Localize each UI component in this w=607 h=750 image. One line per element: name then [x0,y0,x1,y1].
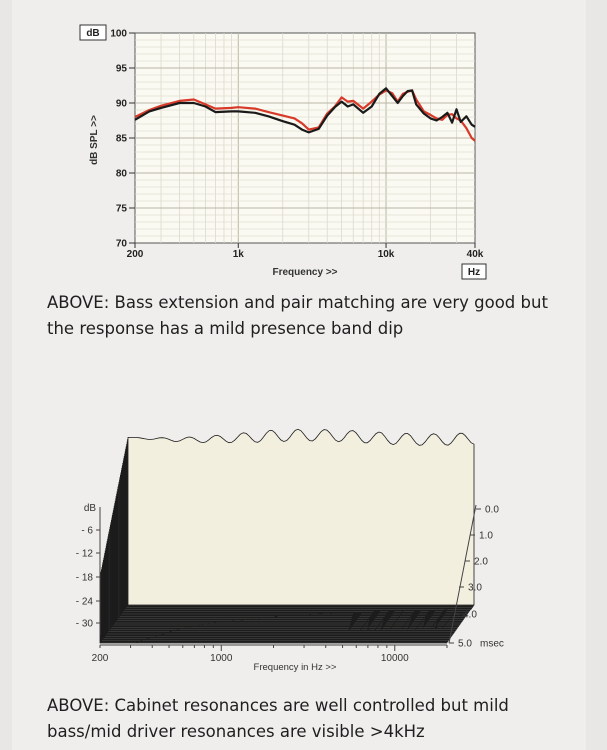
waterfall-time-tick-label: 1.0 [479,531,493,542]
Hz-unit-box [461,263,487,280]
axis-ticks: 70 75 80 85 90 95 100 200 1k 10k 40k [110,29,483,261]
waterfall-slice [100,573,448,643]
dB-unit-label: dB [86,28,99,39]
waterfall-x-tick-label: 200 [92,653,109,664]
waterfall-slice [127,428,475,606]
caption-waterfall: ABOVE: Cabinet resonances are well contr… [47,696,509,741]
waterfall-time-tick-label: 3.0 [468,583,482,594]
waterfall-time-unit-label: msec [480,639,504,650]
waterfall-time-tick-label: 0.0 [485,505,499,516]
caption-frequency-response: ABOVE: Bass extension and pair matching … [47,293,548,338]
y-tick-label: 70 [116,239,128,250]
y-tick-label: 80 [116,169,128,180]
response-lines [134,87,476,142]
y-axis-label: dB SPL >> [89,115,100,165]
y-tick-label: 100 [110,29,127,40]
Hz-unit-label: Hz [468,267,480,278]
waterfall-time-tick-label: 2.0 [474,557,488,568]
waterfall-axes: - 6 - 12 - 18 - 24 - 30 200 1000 10000 0.0 1.0 2.0… [76,505,504,665]
y-tick-label: 95 [116,64,128,75]
x-tick-label: 1k [233,249,245,260]
waterfall-slices [99,428,475,644]
waterfall-slice [99,576,447,644]
y-tick-label: 90 [116,99,128,110]
waterfall-time-axis-line [448,504,477,644]
x-axis-label: Frequency >> [272,267,337,278]
waterfall-y-axis-title: dB [84,503,97,514]
waterfall-y-tick-label: - 12 [76,549,94,560]
dB-unit-box [79,24,107,41]
waterfall-x-tick-label: 10000 [381,653,409,664]
y-tick-label: 75 [116,204,128,215]
x-tick-label: 10k [378,249,395,260]
waterfall-x-axis-label: Frequency in Hz >> [254,662,337,673]
waterfall-time-tick-label: 4.0 [463,610,477,621]
waterfall-y-tick-label: - 6 [81,526,93,537]
waterfall-chart: - 6 - 12 - 18 - 24 - 30 200 1000 10000 0.0 1.0 2.0… [76,428,504,673]
y-tick-label: 85 [116,134,128,145]
waterfall-time-tick-label: 5.0 [458,639,472,650]
x-tick-label: 40k [467,249,484,260]
waterfall-y-tick-label: - 24 [76,597,94,608]
waterfall-y-tick-label: - 18 [76,573,94,584]
x-tick-label: 200 [127,249,144,260]
waterfall-y-tick-label: - 30 [76,619,94,630]
response-line-black [134,87,476,134]
waterfall-x-tick-label: 1000 [210,653,233,664]
response-line-red [134,89,476,142]
